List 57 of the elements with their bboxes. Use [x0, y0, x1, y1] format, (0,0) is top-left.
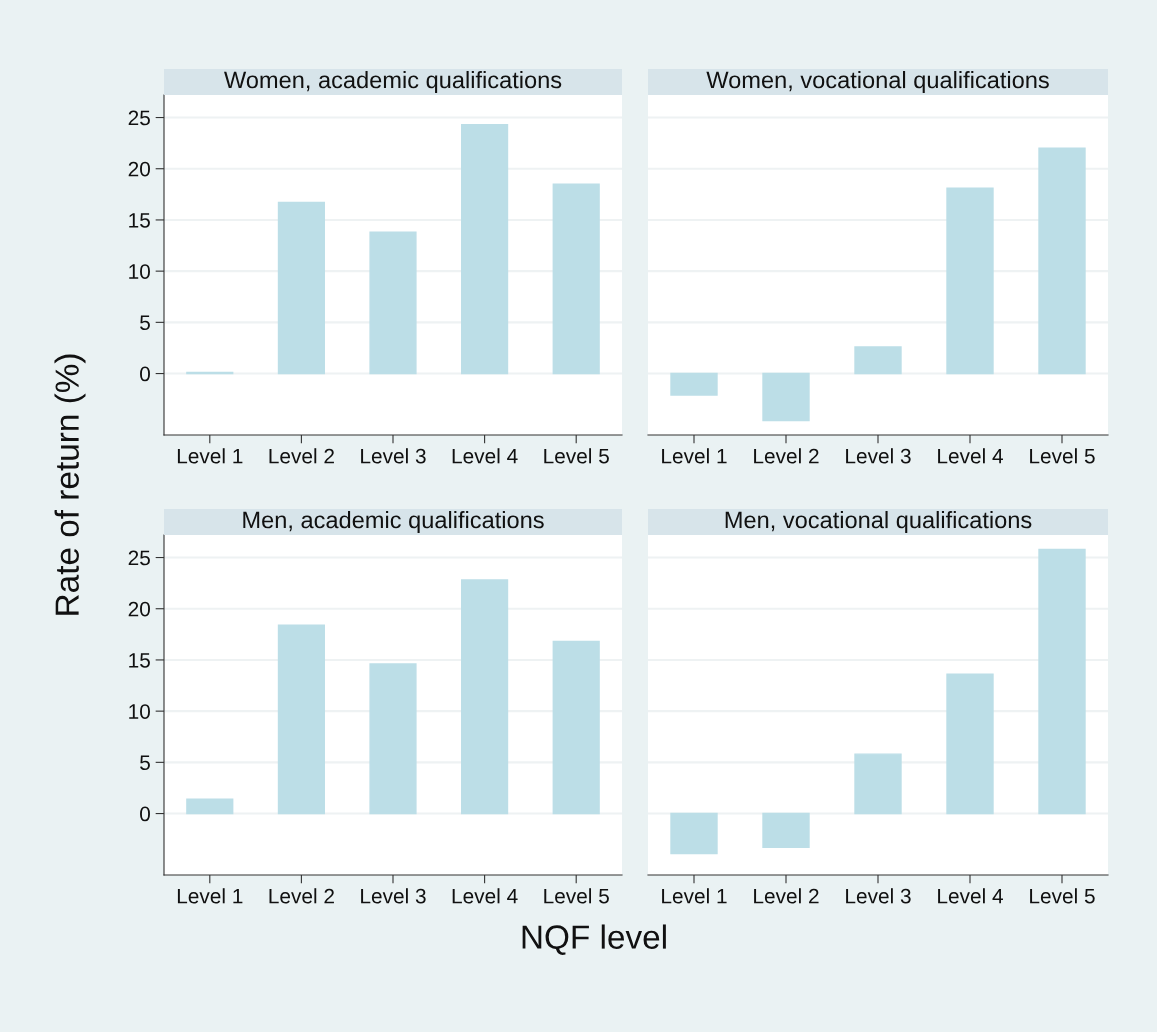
bar [854, 346, 902, 375]
x-tick-label: Level 5 [544, 888, 609, 904]
bar [762, 812, 810, 849]
x-tick-label: Level 4 [452, 448, 518, 464]
y-tick-label: 15 [129, 653, 150, 668]
bar [277, 201, 325, 375]
bar [186, 798, 234, 815]
x-tick-label: Level 5 [1030, 448, 1095, 464]
chart-title: Women, academic qualifications [224, 71, 562, 93]
y-tick-label: 0 [140, 366, 150, 382]
x-tick-label: Level 2 [754, 448, 819, 464]
bar [670, 812, 718, 855]
x-tick-label: Level 1 [177, 448, 243, 464]
bar [277, 624, 325, 815]
bar [461, 124, 509, 375]
x-tick-label: Level 2 [754, 888, 819, 904]
bar [552, 640, 600, 815]
bar [1038, 147, 1086, 375]
x-tick-label: Level 1 [662, 888, 727, 904]
y-tick-label: 20 [128, 601, 150, 617]
bar [670, 372, 718, 396]
chart-title: Men, vocational qualifications [725, 510, 1032, 534]
x-tick-label: Level 3 [846, 448, 911, 464]
x-tick-label: Level 3 [846, 888, 911, 904]
x-tick-label: Level 1 [177, 888, 243, 904]
bar [762, 372, 810, 422]
x-tick-label: Level 3 [361, 888, 426, 904]
x-tick-label: Level 4 [938, 888, 1003, 904]
bar [946, 673, 994, 815]
y-tick-label: 0 [140, 806, 150, 822]
bar [946, 187, 994, 375]
x-tick-label: Level 4 [938, 448, 1003, 464]
y-tick-label: 20 [128, 161, 150, 177]
y-tick-label: 15 [129, 213, 150, 228]
bar [369, 663, 417, 815]
x-tick-label: Level 5 [1030, 888, 1095, 904]
chart-title: Women, vocational qualifications [706, 71, 1049, 93]
y-tick-label: 25 [128, 550, 150, 566]
x-tick-label: Level 1 [662, 448, 727, 464]
bar [552, 183, 600, 375]
y-tick-label: 10 [129, 704, 150, 719]
bar [461, 579, 509, 815]
x-tick-label: Level 2 [269, 448, 334, 464]
x-axis-title: NQF level [522, 924, 666, 955]
y-tick-label: 25 [128, 110, 150, 126]
bar [854, 753, 902, 815]
x-tick-label: Level 4 [452, 888, 518, 904]
chart-title: Men, academic qualifications [243, 510, 544, 534]
y-axis-title: Rate of return (%) [54, 354, 86, 615]
y-tick-label: 10 [129, 264, 150, 279]
y-tick-label: 5 [140, 755, 150, 771]
x-tick-label: Level 2 [269, 888, 334, 904]
bar [1038, 548, 1086, 815]
bar [369, 231, 417, 375]
x-tick-label: Level 3 [361, 448, 426, 464]
y-tick-label: 5 [140, 315, 150, 331]
x-tick-label: Level 5 [544, 448, 609, 464]
